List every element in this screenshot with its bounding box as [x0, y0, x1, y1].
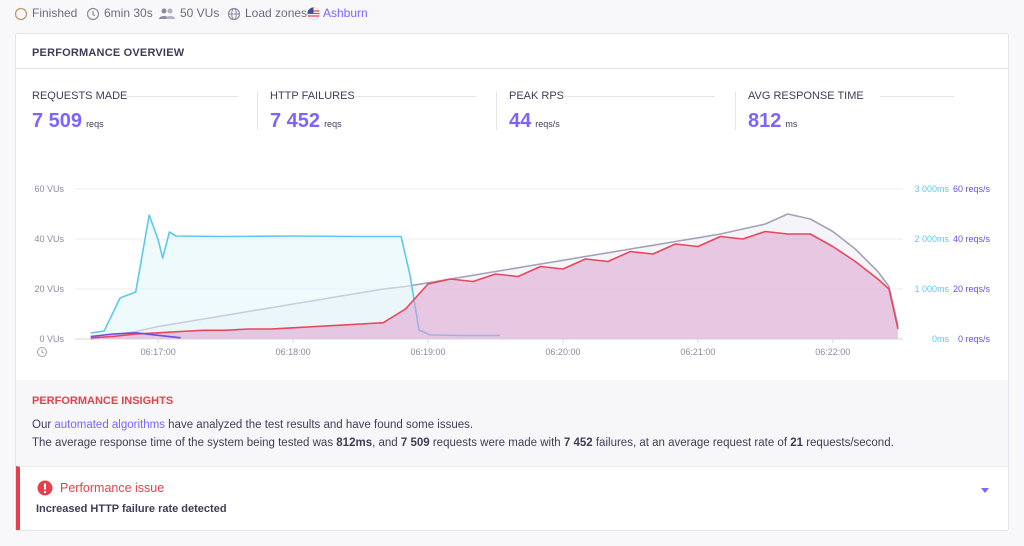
- clock-icon: [37, 347, 47, 357]
- insight-text: The average response time of the system …: [32, 437, 894, 449]
- y3-tick-label: 60 reqs/s: [953, 184, 991, 194]
- x-tick-label: 06:18:00: [276, 347, 311, 357]
- vus-icon: [159, 8, 175, 19]
- y3-tick-label: 20 reqs/s: [953, 284, 991, 294]
- y2-tick-label: 1 000ms: [914, 284, 949, 294]
- y-tick-label: 60 VUs: [34, 184, 64, 194]
- text: requests/second.: [803, 437, 894, 449]
- chart: 0 VUs 20 VUs 40 VUs 60 VUs 0ms 1 000ms 2 000ms…: [34, 184, 991, 357]
- issue-card[interactable]: [16, 466, 1008, 530]
- divider: [735, 92, 736, 130]
- x-tick-label: 06:22:00: [815, 347, 850, 357]
- text: 812ms: [336, 437, 373, 449]
- line: [90, 230, 899, 339]
- divider: [354, 96, 476, 97]
- expand-caret[interactable]: [980, 487, 990, 495]
- metric: 7 509 reqs: [32, 110, 104, 133]
- zone[interactable]: Ashburn: [323, 6, 368, 20]
- overview-title: PERFORMANCE OVERVIEW: [32, 47, 185, 59]
- x-tick-label: 06:17:00: [141, 347, 176, 357]
- x-tick-label: 06:19:00: [411, 347, 446, 357]
- x-tick-label: 06:21:00: [680, 347, 715, 357]
- metric-value: 7 509: [32, 110, 83, 132]
- text: Our: [32, 419, 55, 431]
- divider: [126, 96, 238, 97]
- metric-label: REQUESTS MADE: [32, 90, 128, 102]
- text: 7 509: [400, 437, 430, 449]
- y-tick-label: 40 VUs: [34, 234, 64, 244]
- area: [90, 231, 898, 339]
- y2-tick-label: 0ms: [932, 334, 950, 344]
- x-tick-label: 06:20:00: [545, 347, 580, 357]
- flag-icon: [307, 7, 320, 20]
- globe-icon: [227, 7, 241, 21]
- y-tick-label: 0 VUs: [39, 334, 64, 344]
- metric-label: AVG RESPONSE TIME: [748, 90, 864, 102]
- metric: 812 ms: [748, 110, 797, 133]
- metric-unit: reqs: [324, 119, 342, 129]
- y2-tick-label: 3 000ms: [914, 184, 949, 194]
- metric-value: 44: [509, 110, 532, 132]
- divider: [496, 92, 497, 130]
- y-tick-label: 20 VUs: [34, 284, 64, 294]
- metric: 44 reqs/s: [509, 110, 560, 133]
- clock-icon: [41, 349, 45, 354]
- insights-title: PERFORMANCE INSIGHTS: [32, 395, 174, 407]
- divider: [16, 68, 1008, 69]
- text: The average response time of the system …: [32, 437, 337, 449]
- status: Finished: [32, 6, 78, 20]
- divider: [257, 92, 258, 130]
- divider: [563, 96, 715, 97]
- metric-unit: reqs/s: [535, 119, 560, 129]
- metric-label: HTTP FAILURES: [270, 90, 355, 102]
- issue-title: Performance issue: [60, 481, 165, 495]
- metric-label: PEAK RPS: [509, 90, 565, 102]
- vus: 50 VUs: [180, 6, 220, 20]
- metric: 7 452 reqs: [270, 110, 342, 133]
- text: failures, at an average request rate of: [592, 437, 791, 449]
- y2-tick-label: 2 000ms: [914, 234, 949, 244]
- area: [90, 215, 500, 339]
- duration: 6min 30s: [104, 6, 153, 20]
- y3-tick-label: 40 reqs/s: [953, 234, 991, 244]
- line: [90, 332, 181, 339]
- status-icon: [14, 7, 28, 21]
- text: have analyzed the test results and have …: [164, 419, 474, 431]
- text: 7 452: [563, 437, 593, 449]
- text: requests were made with: [429, 437, 564, 449]
- issue-detail: Increased HTTP failure rate detected: [36, 503, 227, 515]
- metric-unit: reqs: [86, 119, 104, 129]
- metric-value: 812: [748, 110, 782, 132]
- link[interactable]: automated algorithms: [54, 419, 165, 431]
- zones-label: Load zones:: [245, 6, 311, 20]
- metric-unit: ms: [785, 119, 798, 129]
- clock-icon: [86, 7, 100, 21]
- metric-value: 7 452: [270, 110, 321, 132]
- insight-text: Our automated algorithms have analyzed t…: [32, 419, 473, 431]
- error-icon: [37, 480, 53, 496]
- divider: [880, 96, 954, 97]
- text: 21: [790, 437, 804, 449]
- text: , and: [372, 437, 401, 449]
- y3-tick-label: 0 reqs/s: [958, 334, 991, 344]
